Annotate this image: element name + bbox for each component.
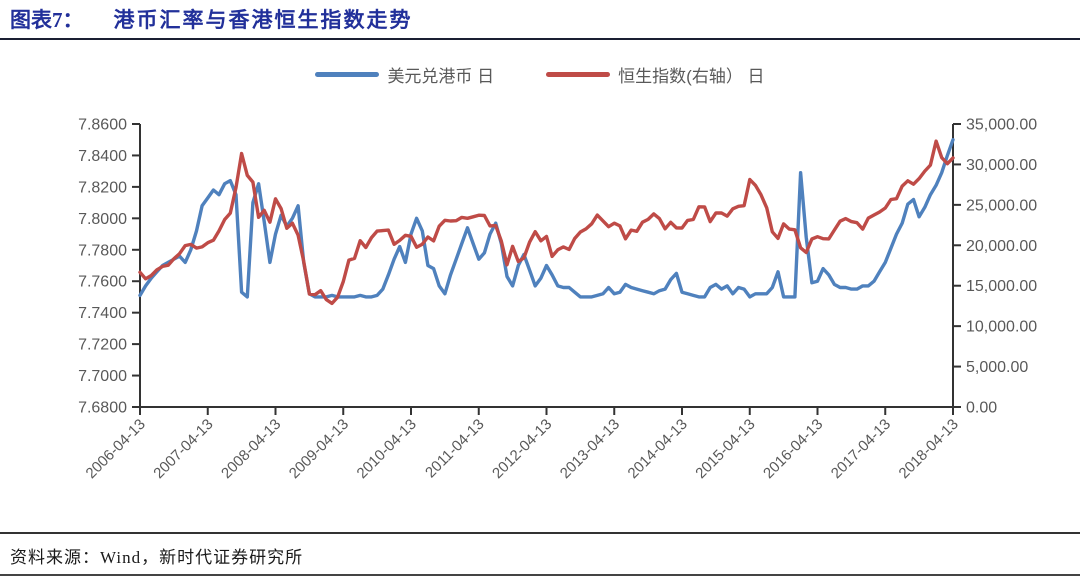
x-axis-tick-label: 2008-04-13 [218, 416, 284, 482]
figure-title: 港币汇率与香港恒生指数走势 [113, 8, 413, 32]
x-axis-tick-label: 2016-04-13 [760, 416, 826, 482]
x-axis-tick-label: 2011-04-13 [422, 416, 487, 481]
right-axis-tick-label: 20,000.00 [966, 238, 1037, 255]
left-axis-tick-label: 7.8600 [78, 117, 127, 134]
right-axis-tick-label: 25,000.00 [966, 197, 1037, 214]
series-line-hsi [138, 139, 955, 306]
legend-item-usdhkd: 美元兑港币 日 [315, 62, 494, 87]
title-divider [0, 38, 1080, 40]
series-line-usdhkd [138, 137, 955, 299]
right-axis-tick-label: 30,000.00 [966, 157, 1037, 174]
right-axis-tick-label: 0.00 [966, 400, 997, 417]
left-axis-tick-label: 7.7200 [78, 337, 127, 354]
x-axis-tick-label: 2014-04-13 [625, 416, 691, 482]
x-axis-tick-label: 2009-04-13 [286, 416, 352, 482]
right-axis-tick-label: 35,000.00 [966, 117, 1037, 134]
left-axis-tick-label: 7.7800 [78, 242, 127, 259]
x-axis-tick-label: 2018-04-13 [896, 416, 962, 482]
legend-label-usdhkd: 美元兑港币 日 [387, 67, 495, 86]
left-axis-tick-label: 7.8200 [78, 179, 127, 196]
source-divider-top [0, 532, 1080, 534]
right-axis-tick-label: 15,000.00 [966, 278, 1037, 295]
x-axis-tick-label: 2007-04-13 [150, 416, 216, 482]
legend-line-swatch-usdhkd [315, 72, 380, 77]
left-axis-tick-label: 7.6800 [78, 400, 127, 417]
left-axis-tick-label: 7.8400 [78, 148, 127, 165]
source-divider-bottom [0, 574, 1080, 576]
right-axis-tick-label: 5,000.00 [966, 359, 1028, 376]
x-axis-tick-label: 2010-04-13 [354, 416, 420, 482]
left-axis-tick-label: 7.8000 [78, 211, 127, 228]
figure-title-row: 图表7： 港币汇率与香港恒生指数走势 [0, 0, 1080, 38]
x-axis-tick-label: 2012-04-13 [489, 416, 555, 482]
x-axis-tick-label: 2017-04-13 [828, 416, 894, 482]
x-axis-tick-label: 2015-04-13 [692, 416, 758, 482]
x-axis-tick-label: 2006-04-13 [83, 416, 149, 482]
source-text: 资料来源：Wind，新时代证券研究所 [10, 548, 304, 567]
legend-item-hsi: 恒生指数(右轴） 日 [546, 62, 765, 87]
x-axis-tick-label: 2013-04-13 [557, 416, 623, 482]
figure-label: 图表7： [10, 8, 84, 32]
left-axis-tick-label: 7.7400 [78, 305, 127, 322]
left-axis-tick-label: 7.7600 [78, 274, 127, 291]
chart-legend: 美元兑港币 日 恒生指数(右轴） 日 [0, 62, 1080, 87]
legend-line-swatch-hsi [546, 72, 611, 77]
legend-label-hsi: 恒生指数(右轴） 日 [618, 67, 765, 86]
right-axis-tick-label: 10,000.00 [966, 319, 1037, 336]
left-axis-tick-label: 7.7000 [78, 368, 127, 385]
